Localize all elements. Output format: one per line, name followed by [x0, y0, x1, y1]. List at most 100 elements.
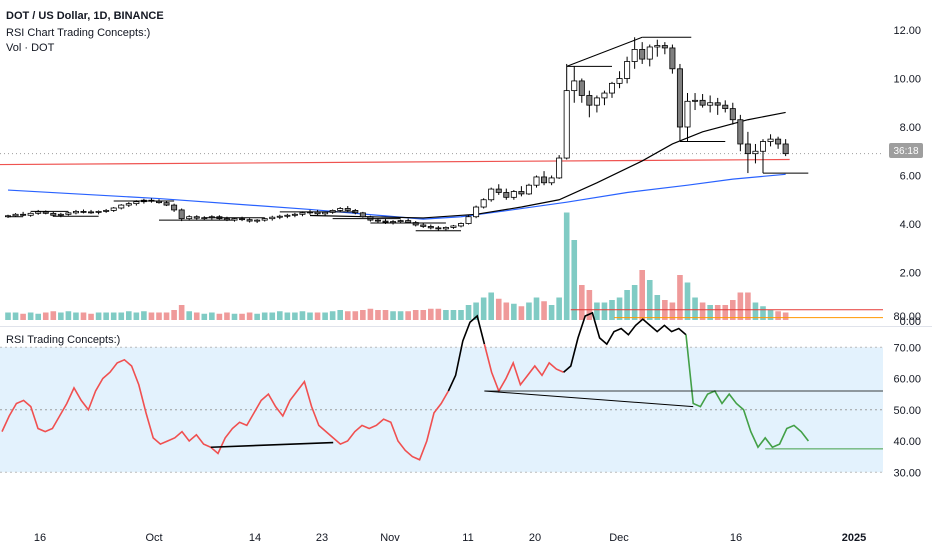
- candle-body: [246, 219, 253, 222]
- volume-bar: [669, 302, 676, 320]
- volume-bar: [110, 312, 117, 320]
- volume-bar: [156, 312, 162, 320]
- volume-bar: [752, 302, 759, 320]
- countdown-label: 36:18: [893, 146, 918, 157]
- candle-body: [420, 224, 427, 227]
- candle-body: [163, 202, 170, 206]
- candle-body: [480, 199, 487, 208]
- candle-body: [186, 216, 193, 220]
- candle-body: [12, 213, 19, 217]
- rsi-segment: [1, 358, 450, 461]
- candle-body: [525, 184, 532, 195]
- candle-body: [563, 90, 570, 159]
- volume-bar: [556, 297, 562, 320]
- volume-bar: [126, 311, 132, 320]
- volume-bar: [579, 285, 585, 320]
- candle-body: [593, 97, 600, 106]
- ma-black-line: [309, 111, 786, 219]
- volume-bar: [329, 311, 336, 320]
- volume-bar: [292, 312, 298, 320]
- candle-body: [495, 188, 502, 193]
- volume-bar: [133, 312, 140, 320]
- candle-body: [518, 191, 525, 195]
- candle-body: [556, 157, 563, 179]
- volume-bar: [745, 292, 751, 320]
- candle-body: [35, 211, 42, 214]
- volume-bar: [58, 312, 64, 320]
- candle-body: [488, 188, 495, 201]
- candle-body: [133, 201, 140, 205]
- candle-body: [442, 226, 449, 230]
- rsi-tick-label: 40.00: [893, 436, 921, 448]
- candle-body: [616, 78, 623, 84]
- candle-body: [465, 216, 472, 224]
- time-axis: 16 Oct 14 23 Nov 11 20 Dec 16 2025: [34, 532, 866, 544]
- candle-body: [548, 177, 555, 184]
- volume-bar: [231, 313, 238, 320]
- candle-body: [42, 211, 49, 214]
- candle-body: [541, 176, 548, 184]
- volume-bar: [760, 306, 766, 320]
- candle-body: [110, 207, 117, 211]
- volume-bar: [65, 311, 72, 320]
- price-tick-label: 2.00: [900, 268, 921, 280]
- rsi-pane-title: RSI Trading Concepts:): [6, 334, 121, 346]
- volume-bar: [631, 285, 638, 320]
- price-badge: 36:18: [889, 143, 923, 158]
- volume-bar: [541, 301, 547, 320]
- candle-body: [405, 220, 412, 223]
- candle-body: [775, 138, 782, 145]
- volume-bar: [80, 312, 87, 320]
- volume-bar: [246, 312, 253, 320]
- volume-bar: [450, 310, 457, 320]
- candle-body: [382, 220, 389, 223]
- rsi-line: [1, 309, 883, 461]
- candle-body: [510, 191, 517, 198]
- candle-body: [27, 212, 34, 216]
- volume-bar: [375, 310, 381, 320]
- candle-body: [760, 141, 767, 152]
- time-tick-label: 11: [462, 532, 473, 544]
- volume-bar: [601, 302, 608, 320]
- rsi-support-line: [210, 441, 334, 449]
- candle-body: [337, 208, 344, 211]
- time-tick-label: 16: [34, 532, 46, 544]
- candle-body: [646, 46, 653, 60]
- time-tick-label: 14: [249, 532, 261, 544]
- candle-body: [72, 210, 79, 214]
- volume-bar: [12, 312, 19, 320]
- volume-bar: [699, 302, 706, 320]
- volume-bar: [314, 312, 321, 320]
- candle-body: [684, 100, 691, 128]
- candle-body: [427, 226, 434, 229]
- time-tick-label: 2025: [842, 532, 866, 544]
- candle-body: [284, 214, 291, 217]
- candle-body: [80, 210, 87, 213]
- volume-bar: [677, 275, 683, 320]
- volume-bar: [344, 311, 351, 320]
- volume-bar: [397, 311, 404, 320]
- rsi-divergence-line: [484, 390, 694, 408]
- volume-bar: [284, 312, 291, 320]
- candle-body: [571, 80, 578, 92]
- candle-body: [359, 212, 366, 218]
- volume-bar: [224, 312, 230, 320]
- time-tick-label: 20: [529, 532, 541, 544]
- price-tick-label: 6.00: [900, 171, 921, 183]
- volume-bar: [382, 310, 389, 320]
- candle-body: [707, 102, 714, 106]
- volume-bar: [50, 311, 57, 320]
- volume-bar: [277, 311, 283, 320]
- price-tick-label: 0.00: [900, 316, 921, 328]
- volume-bar: [563, 212, 570, 320]
- volume-bar: [337, 310, 343, 320]
- time-tick-label: 23: [316, 532, 328, 544]
- candle-body: [344, 208, 351, 211]
- volume-bar: [239, 313, 245, 320]
- moving-averages: [0, 111, 790, 220]
- volume-bar: [73, 312, 79, 320]
- volume-bar: [420, 310, 427, 320]
- volume-bar: [35, 313, 41, 320]
- candle-body: [737, 119, 744, 145]
